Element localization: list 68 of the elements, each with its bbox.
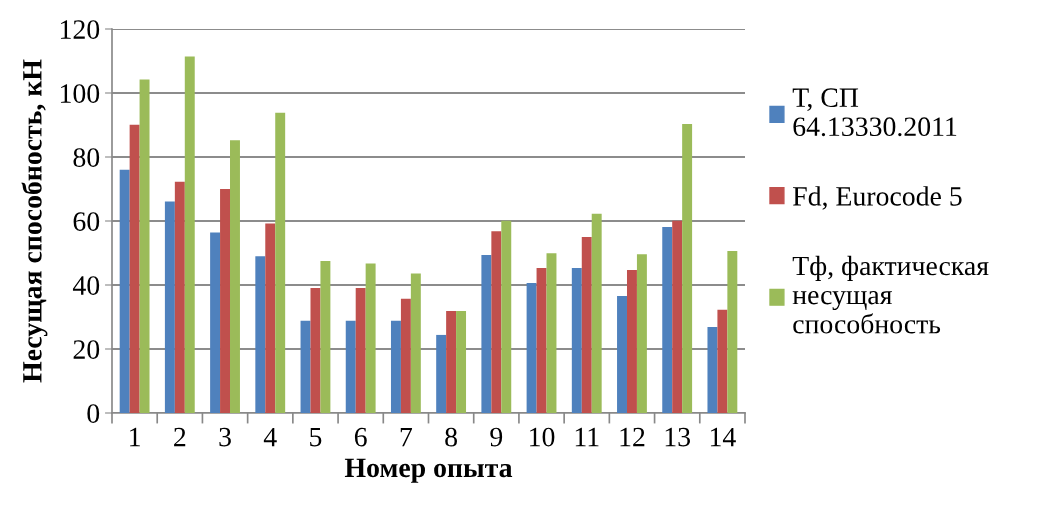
bar	[320, 261, 331, 413]
bar	[210, 232, 221, 413]
bar	[581, 237, 592, 413]
bar	[727, 251, 738, 413]
x-tick-label: 13	[665, 427, 690, 447]
bar	[707, 326, 718, 413]
bar	[275, 112, 286, 413]
x-tick-label: 8	[445, 427, 457, 447]
bar	[119, 169, 130, 413]
bar	[571, 268, 582, 413]
x-tick-label: 6	[354, 427, 367, 447]
bar	[400, 298, 411, 413]
bar	[436, 334, 447, 413]
bar	[129, 124, 140, 413]
bar	[255, 256, 266, 413]
bar	[456, 310, 467, 413]
x-tick-label: 11	[575, 427, 599, 447]
bar	[636, 254, 647, 413]
x-tick-label: 10	[530, 427, 555, 447]
bar	[265, 223, 276, 413]
x-axis-title: Номер опыта	[344, 458, 513, 483]
y-tick-label: 20	[73, 340, 100, 359]
bar	[365, 263, 376, 413]
bar	[139, 79, 150, 413]
legend-label: Fd, Eurocode 5	[793, 186, 962, 210]
bar	[672, 220, 683, 413]
legend-label: Т, СП 64.13330.2011	[792, 88, 957, 137]
x-tick-label: 7	[400, 427, 413, 447]
bar	[446, 310, 457, 413]
x-tick-label: 14	[710, 427, 736, 447]
legend-label: Тф, фактическая несущая способность	[792, 255, 989, 334]
bar	[617, 295, 627, 413]
x-tick-label: 12	[620, 427, 645, 447]
x-tick-label: 2	[174, 427, 186, 447]
bar	[682, 124, 693, 413]
bar	[591, 213, 602, 413]
bar	[717, 309, 728, 413]
x-tick-label: 1	[130, 427, 140, 447]
bar	[174, 181, 185, 413]
bar	[184, 56, 195, 413]
bar	[546, 253, 557, 413]
bar	[355, 287, 366, 413]
bar	[626, 269, 637, 413]
bar	[662, 227, 673, 413]
bar	[526, 283, 537, 413]
bar	[491, 231, 502, 413]
x-tick-label: 9	[490, 427, 503, 447]
y-tick-label: 80	[73, 148, 100, 167]
bar	[310, 287, 321, 413]
bar	[410, 273, 421, 413]
x-tick-label: 5	[310, 427, 322, 447]
bar	[481, 254, 492, 413]
x-tick-label: 4	[263, 427, 277, 447]
y-tick-label: 120	[60, 20, 100, 39]
bar	[390, 320, 401, 413]
y-axis-title: Несущая способность, кН	[21, 59, 48, 383]
x-tick-label: 3	[219, 427, 231, 447]
y-tick-label: 0	[87, 404, 100, 423]
y-tick-label: 60	[73, 212, 100, 231]
bar	[501, 220, 512, 413]
bar	[230, 140, 240, 413]
bar	[220, 189, 231, 413]
bar	[345, 320, 356, 413]
bar	[536, 268, 547, 413]
y-tick-label: 100	[60, 84, 100, 103]
bar	[164, 201, 175, 413]
bar	[300, 320, 311, 413]
y-tick-label: 40	[72, 276, 100, 295]
